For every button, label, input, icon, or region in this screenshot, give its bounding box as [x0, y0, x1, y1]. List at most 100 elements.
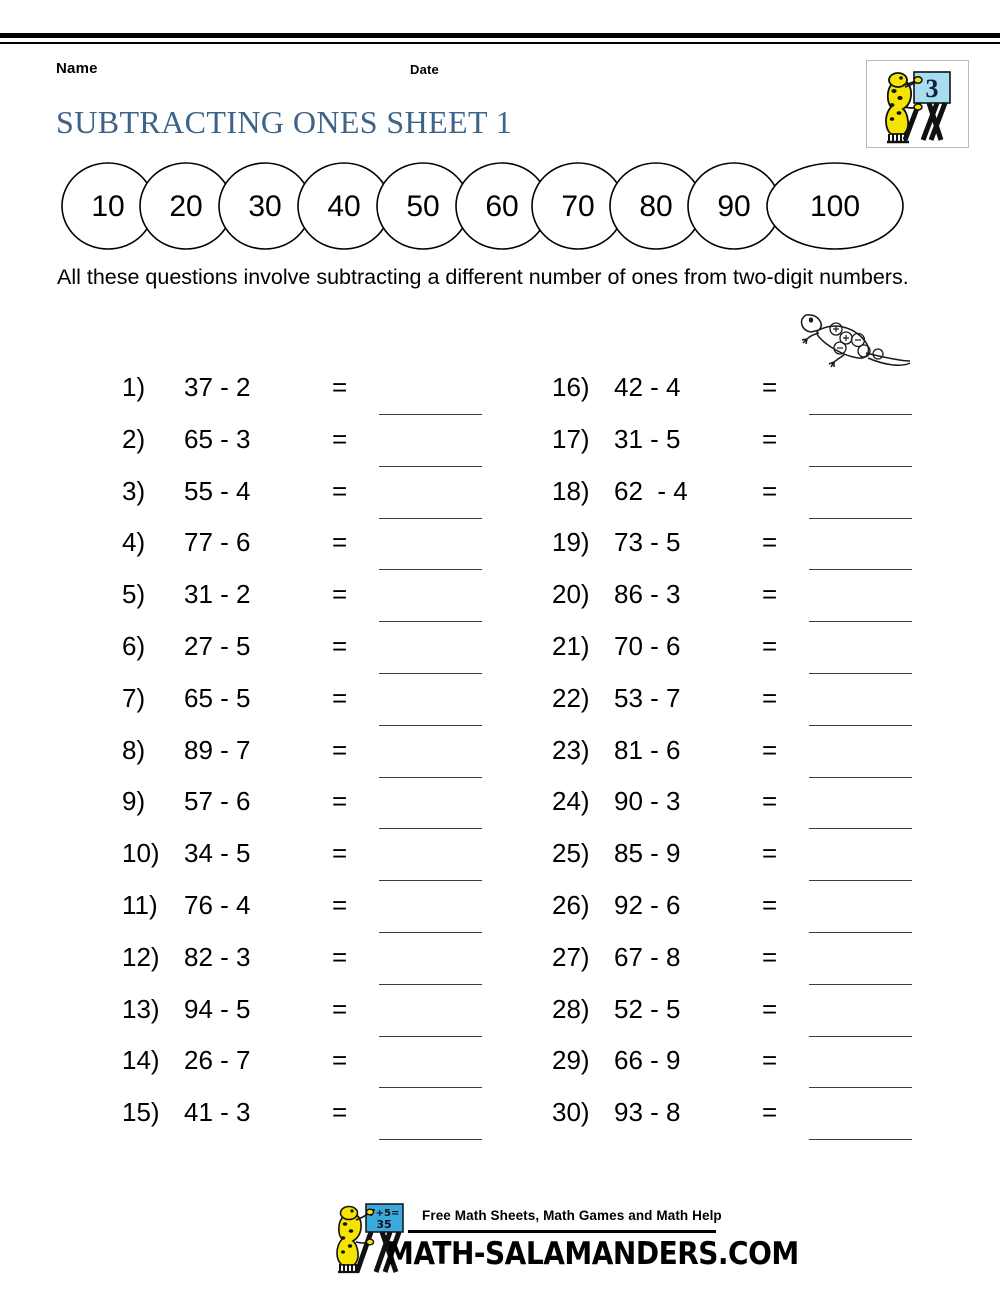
question-number: 16) [552, 372, 590, 402]
answer-blank[interactable] [379, 465, 482, 467]
question-number: 17) [552, 423, 590, 454]
equals-sign: = [332, 579, 348, 610]
strip-value-80: 80 [639, 190, 672, 223]
question-expression: 62 - 4 [614, 475, 688, 506]
answer-blank[interactable] [809, 931, 912, 933]
answer-blank[interactable] [809, 880, 912, 882]
salamander-decoration-icon [792, 296, 924, 370]
strip-value-50: 50 [406, 190, 439, 223]
equals-sign: = [762, 579, 778, 610]
question-number: 3) [122, 475, 146, 506]
answer-blank[interactable] [379, 414, 482, 415]
answer-blank[interactable] [379, 672, 482, 674]
answer-blank[interactable] [379, 1087, 482, 1089]
question-expression: 73 - 5 [614, 527, 681, 558]
question-number: 12) [122, 941, 160, 972]
question-number: 21) [552, 630, 590, 661]
answer-blank[interactable] [379, 931, 482, 933]
question-number: 6) [122, 630, 146, 661]
grade-logo-box: 3 [866, 60, 969, 148]
question-number: 9) [122, 786, 146, 817]
page-title: SUBTRACTING ONES SHEET 1 [56, 104, 513, 140]
equals-sign: = [332, 475, 348, 506]
answer-blank[interactable] [379, 1139, 482, 1141]
question-expression: 27 - 5 [184, 630, 251, 661]
answer-blank[interactable] [809, 828, 912, 830]
question-number: 19) [552, 527, 590, 558]
number-strip-labels: 10 20 30 40 50 60 70 80 90 100 [91, 190, 860, 223]
footer: 7+5= 35 [326, 1202, 799, 1280]
date-label: Date [410, 62, 439, 77]
answer-blank[interactable] [379, 569, 482, 571]
answer-blank[interactable] [809, 724, 912, 726]
question-expression: 55 - 4 [184, 475, 251, 506]
footer-brand-url[interactable]: MATH-SALAMANDERS.COM [386, 1235, 799, 1272]
question-number: 26) [552, 889, 590, 920]
answer-blank[interactable] [379, 1035, 482, 1037]
question-number: 23) [552, 734, 590, 765]
question-expression: 53 - 7 [614, 682, 681, 713]
equals-sign: = [332, 630, 348, 661]
question-number: 15) [122, 1097, 160, 1128]
question-expression: 65 - 5 [184, 682, 251, 713]
question-number: 20) [552, 579, 590, 610]
number-strip: 10 20 30 40 50 60 70 80 90 100 [60, 160, 910, 252]
question-expression: 52 - 5 [614, 993, 681, 1024]
top-border-rule-thin [0, 42, 1000, 44]
question-expression: 85 - 9 [614, 838, 681, 869]
equals-sign: = [332, 993, 348, 1024]
question-number: 13) [122, 993, 160, 1024]
question-number: 22) [552, 682, 590, 713]
strip-value-10: 10 [91, 190, 124, 223]
question-expression: 82 - 3 [184, 941, 251, 972]
strip-value-70: 70 [561, 190, 594, 223]
equals-sign: = [762, 475, 778, 506]
name-label: Name [56, 60, 98, 77]
question-expression: 37 - 2 [184, 372, 251, 402]
answer-blank[interactable] [379, 983, 482, 985]
answer-blank[interactable] [379, 724, 482, 726]
footer-tagline: Free Math Sheets, Math Games and Math He… [422, 1208, 722, 1223]
answer-blank[interactable] [809, 1087, 912, 1089]
answer-blank[interactable] [379, 621, 482, 623]
equals-sign: = [332, 527, 348, 558]
equals-sign: = [332, 889, 348, 920]
answer-blank[interactable] [809, 621, 912, 623]
question-expression: 66 - 9 [614, 1045, 681, 1076]
answer-blank[interactable] [809, 569, 912, 571]
footer-board-line2: 35 [376, 1218, 391, 1231]
answer-blank[interactable] [809, 1035, 912, 1037]
answer-blank[interactable] [809, 517, 912, 519]
question-number: 14) [122, 1045, 160, 1076]
instructions-text: All these questions involve subtracting … [57, 265, 909, 289]
answer-blank[interactable] [809, 465, 912, 467]
equals-sign: = [762, 423, 778, 454]
equals-sign: = [762, 889, 778, 920]
equals-sign: = [762, 527, 778, 558]
grade-number: 3 [926, 74, 939, 103]
equals-sign: = [762, 682, 778, 713]
answer-blank[interactable] [809, 983, 912, 985]
equals-sign: = [332, 734, 348, 765]
footer-logo-icon[interactable]: 7+5= 35 [326, 1202, 422, 1274]
answer-blank[interactable] [809, 672, 912, 674]
answer-blank[interactable] [379, 776, 482, 778]
answer-blank[interactable] [379, 828, 482, 830]
footer-divider [408, 1230, 716, 1233]
answer-blank[interactable] [809, 414, 912, 415]
question-number: 27) [552, 941, 590, 972]
question-number: 4) [122, 527, 146, 558]
question-expression: 90 - 3 [614, 786, 681, 817]
answer-blank[interactable] [809, 1139, 912, 1141]
question-number: 24) [552, 786, 590, 817]
equals-sign: = [762, 838, 778, 869]
equals-sign: = [332, 1045, 348, 1076]
question-expression: 41 - 3 [184, 1097, 251, 1128]
equals-sign: = [762, 1097, 778, 1128]
answer-blank[interactable] [809, 776, 912, 778]
answer-blank[interactable] [379, 880, 482, 882]
equals-sign: = [332, 372, 348, 402]
answer-blank[interactable] [379, 517, 482, 519]
strip-value-60: 60 [485, 190, 518, 223]
